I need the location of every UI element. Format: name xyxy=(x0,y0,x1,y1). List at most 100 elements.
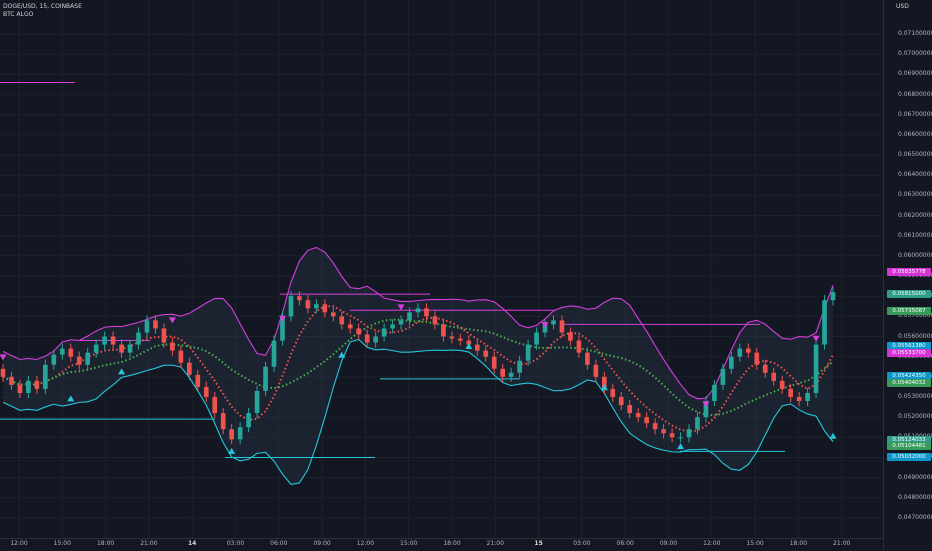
candle-body xyxy=(246,413,251,428)
candle-body xyxy=(610,388,616,397)
candle-body xyxy=(627,405,633,414)
candle-body xyxy=(745,348,751,353)
buy-signal-marker xyxy=(338,351,346,358)
price-badge: 0.05124033 xyxy=(887,436,931,444)
candle-body xyxy=(297,296,302,301)
price-tick-label: 0.06400000 xyxy=(898,171,932,179)
price-chart[interactable] xyxy=(0,0,883,538)
price-tick-label: 0.05700000 xyxy=(898,312,932,320)
price-tick-label: 0.05300000 xyxy=(898,392,932,400)
bollinger-band-fill xyxy=(3,247,833,485)
time-tick-label: 15 xyxy=(534,540,543,547)
candle-body xyxy=(229,429,235,440)
candle-body xyxy=(805,392,810,402)
candle-body xyxy=(661,429,666,434)
candle-body xyxy=(635,413,641,418)
price-tick-label: 0.05200000 xyxy=(898,413,932,421)
price-tick-label: 0.06900000 xyxy=(898,70,932,78)
price-tick-label: 0.06200000 xyxy=(898,211,932,219)
time-tick-label: 12:00 xyxy=(10,540,28,547)
candle-body xyxy=(59,348,65,355)
candle-body xyxy=(474,344,480,351)
sell-signal-marker xyxy=(278,315,286,322)
time-tick-label: 06:00 xyxy=(616,540,634,547)
price-tick-label: 0.06700000 xyxy=(898,110,932,118)
sell-signal-marker xyxy=(0,354,7,361)
buy-signal-marker xyxy=(67,395,75,402)
candle-body xyxy=(822,300,827,345)
chart-area[interactable]: DOGE/USD, 15, COINBASE BTC ALGO xyxy=(0,0,883,538)
candle-body xyxy=(144,320,150,333)
price-tick-label: 0.04800000 xyxy=(898,493,932,501)
candle-body xyxy=(525,344,531,361)
candle-body xyxy=(424,308,429,317)
time-tick-label: 15:00 xyxy=(400,540,418,547)
candle-body xyxy=(669,433,675,438)
slow-ma-line xyxy=(2,318,834,417)
candle-body xyxy=(720,368,726,385)
candle-body xyxy=(644,417,650,424)
candle-body xyxy=(593,364,599,377)
candle-body xyxy=(153,320,158,329)
candle-body xyxy=(68,348,74,357)
price-axis[interactable]: USD 0.07100000 0.07000000 0.06900000 0.0680… xyxy=(883,0,932,550)
time-axis[interactable]: 12:00 15:00 18:00 21:00 14 03:00 06:00 09:00 12:… xyxy=(0,538,883,551)
sell-signal-marker xyxy=(168,317,176,324)
candle-body xyxy=(551,320,556,325)
candle-body xyxy=(263,366,268,391)
candle-body xyxy=(314,304,319,309)
lower-band-line xyxy=(2,338,834,486)
candle-body xyxy=(102,336,107,345)
candle-body xyxy=(796,396,802,402)
time-tick-label: 03:00 xyxy=(573,540,591,547)
candle-body xyxy=(9,376,14,385)
candle-body xyxy=(85,352,91,365)
price-tick-label: 0.06100000 xyxy=(898,231,932,239)
buy-signal-marker xyxy=(118,368,126,375)
currency-label: USD xyxy=(896,3,909,10)
time-tick-label: 12:00 xyxy=(703,540,721,547)
candle-body xyxy=(110,336,116,345)
time-tick-label: 18:00 xyxy=(789,540,808,547)
price-badge: 0.05735087 xyxy=(887,307,931,315)
candle-body xyxy=(576,340,582,353)
price-badge: 0.05404032 xyxy=(887,379,931,387)
candle-body xyxy=(542,324,548,333)
candle-body xyxy=(136,332,141,345)
candle-body xyxy=(618,396,624,406)
price-tick-label: 0.06000000 xyxy=(898,251,932,259)
indicator-legend[interactable]: BTC ALGO xyxy=(3,11,34,18)
candle-body xyxy=(534,332,539,345)
candle-body xyxy=(212,396,218,414)
symbol-legend[interactable]: DOGE/USD, 15, COINBASE xyxy=(3,3,82,10)
candle-body xyxy=(458,338,463,341)
price-tick-label: 0.06500000 xyxy=(898,151,932,159)
candle-body xyxy=(686,429,692,438)
candle-body xyxy=(779,380,785,389)
candle-body xyxy=(601,376,607,389)
price-tick-label: 0.04700000 xyxy=(898,513,932,521)
candle-body xyxy=(347,324,353,329)
candle-body xyxy=(585,352,590,365)
candle-body xyxy=(288,296,294,317)
candle-body xyxy=(500,368,506,377)
time-tick-label: 18:00 xyxy=(96,540,115,547)
candle-body xyxy=(254,390,260,414)
candle-body xyxy=(652,423,658,430)
candle-body xyxy=(407,312,412,321)
candle-body xyxy=(203,386,209,397)
candle-body xyxy=(432,316,438,325)
buy-signal-marker xyxy=(829,432,837,439)
candle-body xyxy=(712,384,717,402)
time-tick-label: 15:00 xyxy=(53,540,71,547)
candle-body xyxy=(43,364,48,389)
candle-body xyxy=(170,342,175,351)
sell-signal-marker xyxy=(702,401,710,408)
buy-signal-marker xyxy=(465,343,473,350)
candle-body xyxy=(771,372,777,381)
candle-body xyxy=(568,332,573,341)
candle-body xyxy=(398,320,404,325)
candle-body xyxy=(830,292,836,301)
time-tick-label: 21:00 xyxy=(486,540,504,547)
time-tick-label: 03:00 xyxy=(226,540,245,547)
